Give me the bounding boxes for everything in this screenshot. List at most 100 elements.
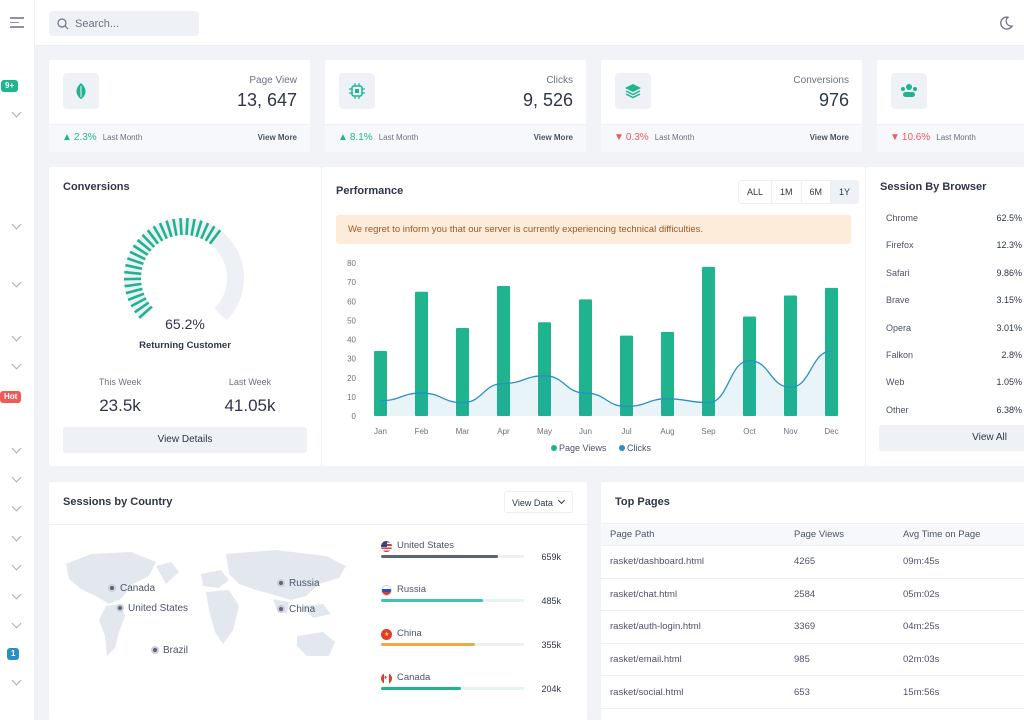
russia-flag-icon	[381, 585, 392, 596]
browser-list: Chrome 62.5% Firefox 12.3% Safari 9.86% Brave 3…	[866, 167, 1024, 413]
chevron-down-icon[interactable]	[11, 331, 22, 342]
search-box[interactable]	[49, 11, 199, 36]
range-tab-all[interactable]: ALL	[739, 181, 773, 203]
gauge-segment	[208, 229, 222, 245]
map-marker-russia[interactable]: Russia	[277, 578, 320, 589]
avg-time: 09m:45s	[894, 545, 1024, 579]
x-tick-label: Oct	[743, 427, 756, 436]
gauge-segment	[190, 218, 196, 236]
server-alert: We regret to inform you that our server …	[336, 215, 851, 244]
kpi-change: ▲ 8.1% Last Month	[338, 132, 418, 143]
chevron-down-icon[interactable]	[11, 501, 22, 512]
browser-row: Web 1.05%	[886, 377, 1022, 387]
card-title: Top Pages	[615, 496, 670, 508]
chevron-down-icon[interactable]	[11, 107, 22, 118]
gauge-segment	[136, 238, 152, 252]
chevron-down-icon[interactable]	[11, 359, 22, 370]
country-value: 204k	[541, 684, 561, 694]
browser-value: 2.8%	[1001, 350, 1022, 360]
range-tab-1m[interactable]: 1M	[772, 181, 802, 203]
gauge-segment	[141, 233, 156, 248]
card-title: Conversions	[63, 181, 130, 193]
browser-name: Web	[886, 377, 905, 388]
kpi-label: Conversions	[793, 75, 849, 86]
kpi-period: Last Month	[378, 133, 419, 142]
kpi-footer: ▲ 8.1% Last Month View More	[325, 124, 586, 152]
x-tick-label: Sep	[701, 427, 716, 436]
gauge-percent: 65.2%	[165, 316, 205, 332]
table-row[interactable]: rasket/dashboard.html 4265 09m:45s	[601, 545, 1024, 579]
table-row[interactable]: rasket/social.html 653 15m:56s	[601, 675, 1024, 709]
legend-marker	[551, 445, 557, 451]
sidebar: 9+ Hot 1	[0, 0, 35, 720]
kpi-label: Clicks	[546, 75, 573, 86]
chevron-down-icon[interactable]	[11, 675, 22, 686]
search-input[interactable]	[75, 17, 185, 30]
browser-name: Chrome	[886, 213, 919, 223]
gauge-segment	[127, 292, 145, 302]
menu-toggle-icon[interactable]	[10, 17, 24, 28]
bar-page-views	[456, 328, 469, 416]
x-tick-label: Jan	[374, 427, 387, 436]
country-name: Canada	[397, 672, 431, 683]
page-views: 985	[785, 643, 894, 677]
chevron-down-icon[interactable]	[11, 443, 22, 454]
range-tab-6m[interactable]: 6M	[802, 181, 832, 203]
moon-icon[interactable]	[998, 15, 1014, 31]
kpi-card-users: ▼ 10.6% Last Month	[877, 60, 1024, 152]
country-name: United States	[397, 540, 455, 551]
layers-icon	[615, 73, 651, 109]
x-tick-label: May	[537, 427, 552, 436]
avg-time: 15m:56s	[894, 675, 1024, 709]
chevron-down-icon[interactable]	[11, 589, 22, 600]
view-more-link[interactable]: View More	[533, 133, 573, 142]
table-row[interactable]: rasket/auth-login.html 3369 04m:25s	[601, 610, 1024, 644]
view-more-link[interactable]: View More	[257, 133, 297, 142]
country-progress	[381, 599, 524, 602]
browser-name: Safari	[886, 267, 910, 278]
map-marker-canada[interactable]: Canada	[108, 583, 155, 594]
gauge-segment	[130, 297, 147, 308]
country-name: Russia	[397, 584, 427, 595]
browser-value: 9.86%	[996, 267, 1022, 278]
chevron-down-icon[interactable]	[11, 219, 22, 230]
page-path: rasket/dashboard.html	[601, 545, 785, 579]
chevron-down-icon	[557, 496, 566, 505]
performance-chart: 0 10 20 30 40 50 60 70 80 Jan Feb Mar Apr May Jun Jul Au…	[347, 259, 839, 453]
map-label: Canada	[120, 583, 156, 594]
column-header: Page Path	[601, 523, 785, 546]
chevron-down-icon[interactable]	[11, 472, 22, 483]
this-week-value: 23.5k	[99, 396, 141, 415]
bar-page-views	[702, 266, 715, 416]
caret-down-icon: ▼	[890, 132, 900, 143]
browser-value: 3.15%	[996, 295, 1022, 306]
map-marker-china[interactable]: China	[277, 604, 315, 615]
range-tab-1y[interactable]: 1Y	[831, 181, 859, 203]
map-label: Brazil	[163, 645, 189, 656]
view-data-dropdown[interactable]: View Data	[504, 491, 573, 513]
y-tick-label: 70	[347, 278, 356, 287]
table-row[interactable]: rasket/chat.html 2584 05m:02s	[601, 578, 1024, 612]
gauge-segment	[165, 220, 173, 238]
chevron-down-icon[interactable]	[11, 618, 22, 629]
browser-name: Other	[886, 404, 909, 413]
page-views: 653	[785, 675, 894, 709]
browser-card: Session By Browser Chrome 62.5% Firefox 12.…	[866, 167, 1024, 466]
map-marker-brazil[interactable]: Brazil	[151, 645, 188, 656]
map-marker-united-states[interactable]: United States	[116, 603, 188, 614]
view-details-button[interactable]: View Details	[63, 427, 307, 453]
gauge-segment	[200, 222, 210, 240]
view-more-link[interactable]: View More	[809, 133, 849, 142]
view-all-button[interactable]: View All	[879, 425, 1024, 451]
country-value: 485k	[541, 596, 561, 606]
country-progress	[381, 643, 524, 646]
chevron-down-icon[interactable]	[11, 277, 22, 288]
kpi-footer: ▲ 2.3% Last Month View More	[49, 124, 310, 152]
chevron-down-icon[interactable]	[11, 531, 22, 542]
y-tick-label: 60	[347, 297, 356, 306]
chevron-down-icon[interactable]	[11, 560, 22, 571]
table-row[interactable]: rasket/email.html 985 02m:03s	[601, 643, 1024, 677]
gauge-segment	[152, 225, 164, 242]
top-pages-card: Top Pages Page Path Page Views Avg Time …	[601, 482, 1024, 720]
kpi-period: Last Month	[936, 133, 976, 142]
